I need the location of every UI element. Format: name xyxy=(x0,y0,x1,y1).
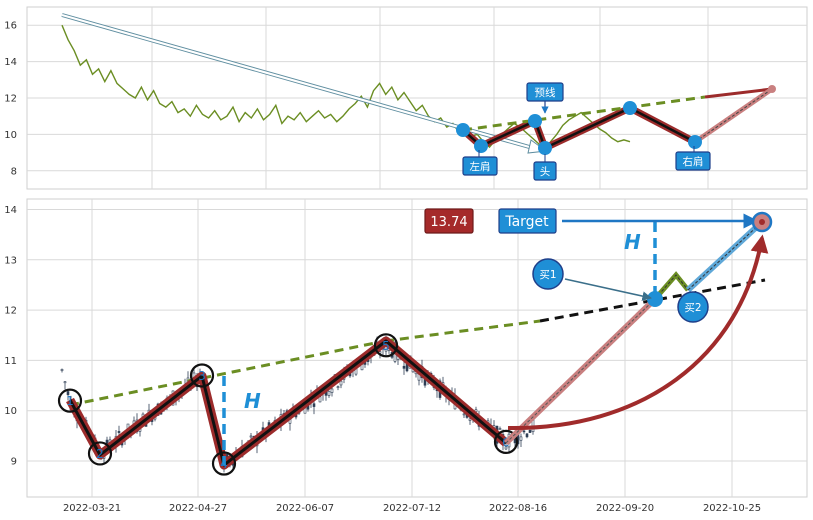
buy-1-pointer xyxy=(564,278,652,301)
top-grid xyxy=(27,7,807,189)
pivot-circle xyxy=(493,429,519,454)
neckline-right xyxy=(384,319,541,343)
pivot-circle xyxy=(87,441,113,466)
bottom-y-tick-label: 14 xyxy=(4,205,17,216)
callout-neckline: 预线 xyxy=(526,82,564,114)
bottom-x-tick-labels: 2022-03-21 2022-04-27 2022-06-07 2022-07-12… xyxy=(63,503,761,514)
top-y-tick-label: 14 xyxy=(4,57,17,68)
candle-body xyxy=(498,428,502,430)
buy-1-badge xyxy=(532,258,564,290)
callout-head-text: 头 xyxy=(540,166,551,178)
top-projection-inner xyxy=(694,88,773,143)
top-pivot-marker xyxy=(528,114,542,128)
bottom-x-tick-label: 2022-04-27 xyxy=(169,503,227,514)
top-panel: 8 10 12 14 16 左肩 xyxy=(4,6,808,190)
top-neckline-extension xyxy=(704,87,773,99)
top-y-tick-label: 12 xyxy=(4,94,17,105)
callout-left-shoulder-text: 左肩 xyxy=(470,160,491,173)
candle-body xyxy=(336,386,340,388)
bottom-x-tick-label: 2022-09-20 xyxy=(596,503,654,514)
bottom-y-tick-label: 11 xyxy=(4,356,17,367)
candle-body xyxy=(462,413,466,416)
pivot-label: 3 xyxy=(198,369,206,383)
projection-inner xyxy=(505,298,656,444)
candle-body xyxy=(327,391,331,396)
candle-body xyxy=(249,435,253,438)
height-label-left: H xyxy=(244,389,261,413)
target-label: Target xyxy=(504,214,549,230)
target-point-core xyxy=(759,219,765,225)
target-box xyxy=(498,208,557,234)
neckline xyxy=(69,339,386,407)
bottom-y-tick-label: 12 xyxy=(4,306,17,317)
top-neckline xyxy=(462,95,706,132)
top-y-tick-labels: 8 10 12 14 16 xyxy=(4,21,17,178)
candle-body xyxy=(63,381,67,384)
candle-body xyxy=(66,391,70,395)
callout-left-shoulder: 左肩 xyxy=(462,150,498,176)
pivot-circle xyxy=(211,451,237,476)
candle-body xyxy=(522,430,526,433)
breakout-inner xyxy=(687,221,763,291)
pivot-circle xyxy=(57,388,83,413)
top-y-tick-label: 16 xyxy=(4,21,17,32)
bottom-grid xyxy=(27,199,807,497)
candle-body xyxy=(519,436,523,441)
callout-right-shoulder: 右肩 xyxy=(675,146,711,171)
pivot-circle xyxy=(373,333,399,358)
bottom-x-tick-label: 2022-08-16 xyxy=(489,503,547,514)
projection-curve-arrow xyxy=(507,234,769,431)
bottom-y-tick-label: 13 xyxy=(4,255,17,266)
bottom-y-tick-label: 10 xyxy=(4,406,17,417)
candle-body xyxy=(117,431,121,433)
candle-body xyxy=(339,380,343,386)
callout-neckline-text: 预线 xyxy=(535,86,556,99)
candle-body xyxy=(468,418,472,421)
callout-right-shoulder-text: 右肩 xyxy=(683,155,704,168)
buy-2-badge xyxy=(677,291,709,323)
bottom-x-tick-label: 2022-03-21 xyxy=(63,503,121,514)
top-pivot-marker xyxy=(623,101,637,115)
neckline-extension xyxy=(539,278,766,323)
buy-1-text: 买1 xyxy=(539,269,556,281)
top-y-tick-label: 10 xyxy=(4,130,17,141)
callout-head: 头 xyxy=(533,154,557,181)
candle-body xyxy=(504,446,508,450)
candle-body xyxy=(528,430,532,433)
top-pivot-marker xyxy=(456,123,470,137)
pivot-label: 5 xyxy=(382,339,390,353)
candle-body xyxy=(330,388,334,393)
candle-body xyxy=(60,369,64,371)
buy-point-1-marker xyxy=(647,291,663,307)
pattern-core xyxy=(68,339,507,467)
pivot-circle xyxy=(189,363,215,388)
target-value: 13.74 xyxy=(430,215,467,230)
buy-2-text: 买2 xyxy=(684,302,701,314)
bottom-x-tick-label: 2022-10-25 xyxy=(703,503,761,514)
top-target-dot xyxy=(768,85,776,93)
top-pivot-marker xyxy=(474,139,488,153)
bottom-x-tick-label: 2022-06-07 xyxy=(276,503,334,514)
target-value-box xyxy=(424,208,474,234)
retest-inner xyxy=(654,274,689,300)
bottom-panel-frame xyxy=(26,198,808,498)
pivot-label: 1 xyxy=(66,394,74,408)
height-label-right: H xyxy=(624,230,641,254)
bottom-y-tick-label: 9 xyxy=(11,457,17,468)
top-price-line xyxy=(61,24,631,152)
pivot-label: 2 xyxy=(96,447,104,461)
candle-body xyxy=(312,403,316,407)
bottom-y-tick-labels: 9 10 11 12 13 14 xyxy=(4,205,17,468)
top-y-tick-label: 8 xyxy=(11,166,17,177)
candle-body xyxy=(525,433,529,438)
bottom-x-tick-label: 2022-07-12 xyxy=(383,503,441,514)
top-pivot-marker xyxy=(538,141,552,155)
top-pivot-marker xyxy=(688,135,702,149)
candle-body xyxy=(402,365,406,369)
